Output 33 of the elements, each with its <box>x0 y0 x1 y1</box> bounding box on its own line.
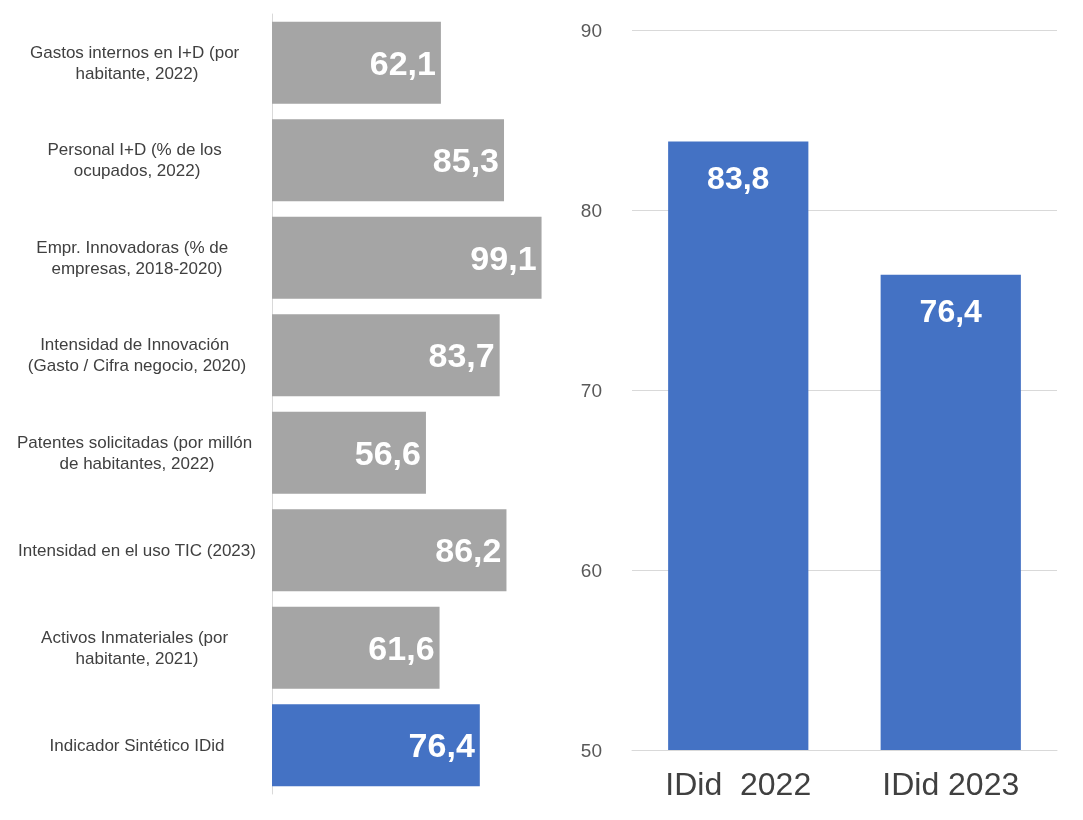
x-tick-label: IDid 2023 <box>882 766 1020 802</box>
y-tick-label: Activos Inmateriales (por habitante, 2021) <box>41 627 233 668</box>
data-label: 56,6 <box>354 433 421 472</box>
data-label: 83,8 <box>707 159 770 196</box>
y-tick-label: Indicador Sintético IDid <box>49 735 225 755</box>
y-tick-label: Gastos internos en I+D (por habitante, 2022) <box>29 42 245 83</box>
data-label: 76,4 <box>919 292 983 329</box>
data-label: 85,3 <box>432 141 500 180</box>
x-tick-label: IDid 2022 <box>665 766 812 802</box>
data-label: 86,2 <box>435 531 502 570</box>
bar <box>272 314 500 397</box>
y-tick-label: 90 <box>580 19 602 41</box>
bar <box>272 21 441 104</box>
y-tick-label: Patentes solicitadas (por millón de habitantes, 2022) <box>16 432 258 473</box>
y-tick-label: Empr. Innovadoras (% de empresas, 2018-2020) <box>36 237 238 278</box>
bar <box>272 411 426 494</box>
data-label: 83,7 <box>428 336 495 375</box>
data-label: 62,1 <box>369 43 436 82</box>
y-tick-label: 60 <box>580 559 602 581</box>
y-tick-label: 70 <box>580 379 602 401</box>
bar <box>272 509 507 592</box>
data-label: 99,1 <box>470 238 537 277</box>
y-tick-label: 80 <box>580 199 602 221</box>
bar <box>272 119 505 202</box>
y-tick-label: Intensidad de Innovación (Gasto / Cifra negocio, 2020) <box>27 335 247 376</box>
y-tick-label: Personal I+D (% de los ocupados, 2022) <box>47 140 227 181</box>
data-label: 61,6 <box>368 628 435 667</box>
y-tick-label: 50 <box>580 739 602 761</box>
bar <box>272 216 542 299</box>
y-tick-label: Intensidad en el uso TIC (2023) <box>18 540 256 560</box>
data-label: 76,4 <box>408 726 475 765</box>
bar <box>272 704 480 787</box>
bar <box>272 606 440 689</box>
